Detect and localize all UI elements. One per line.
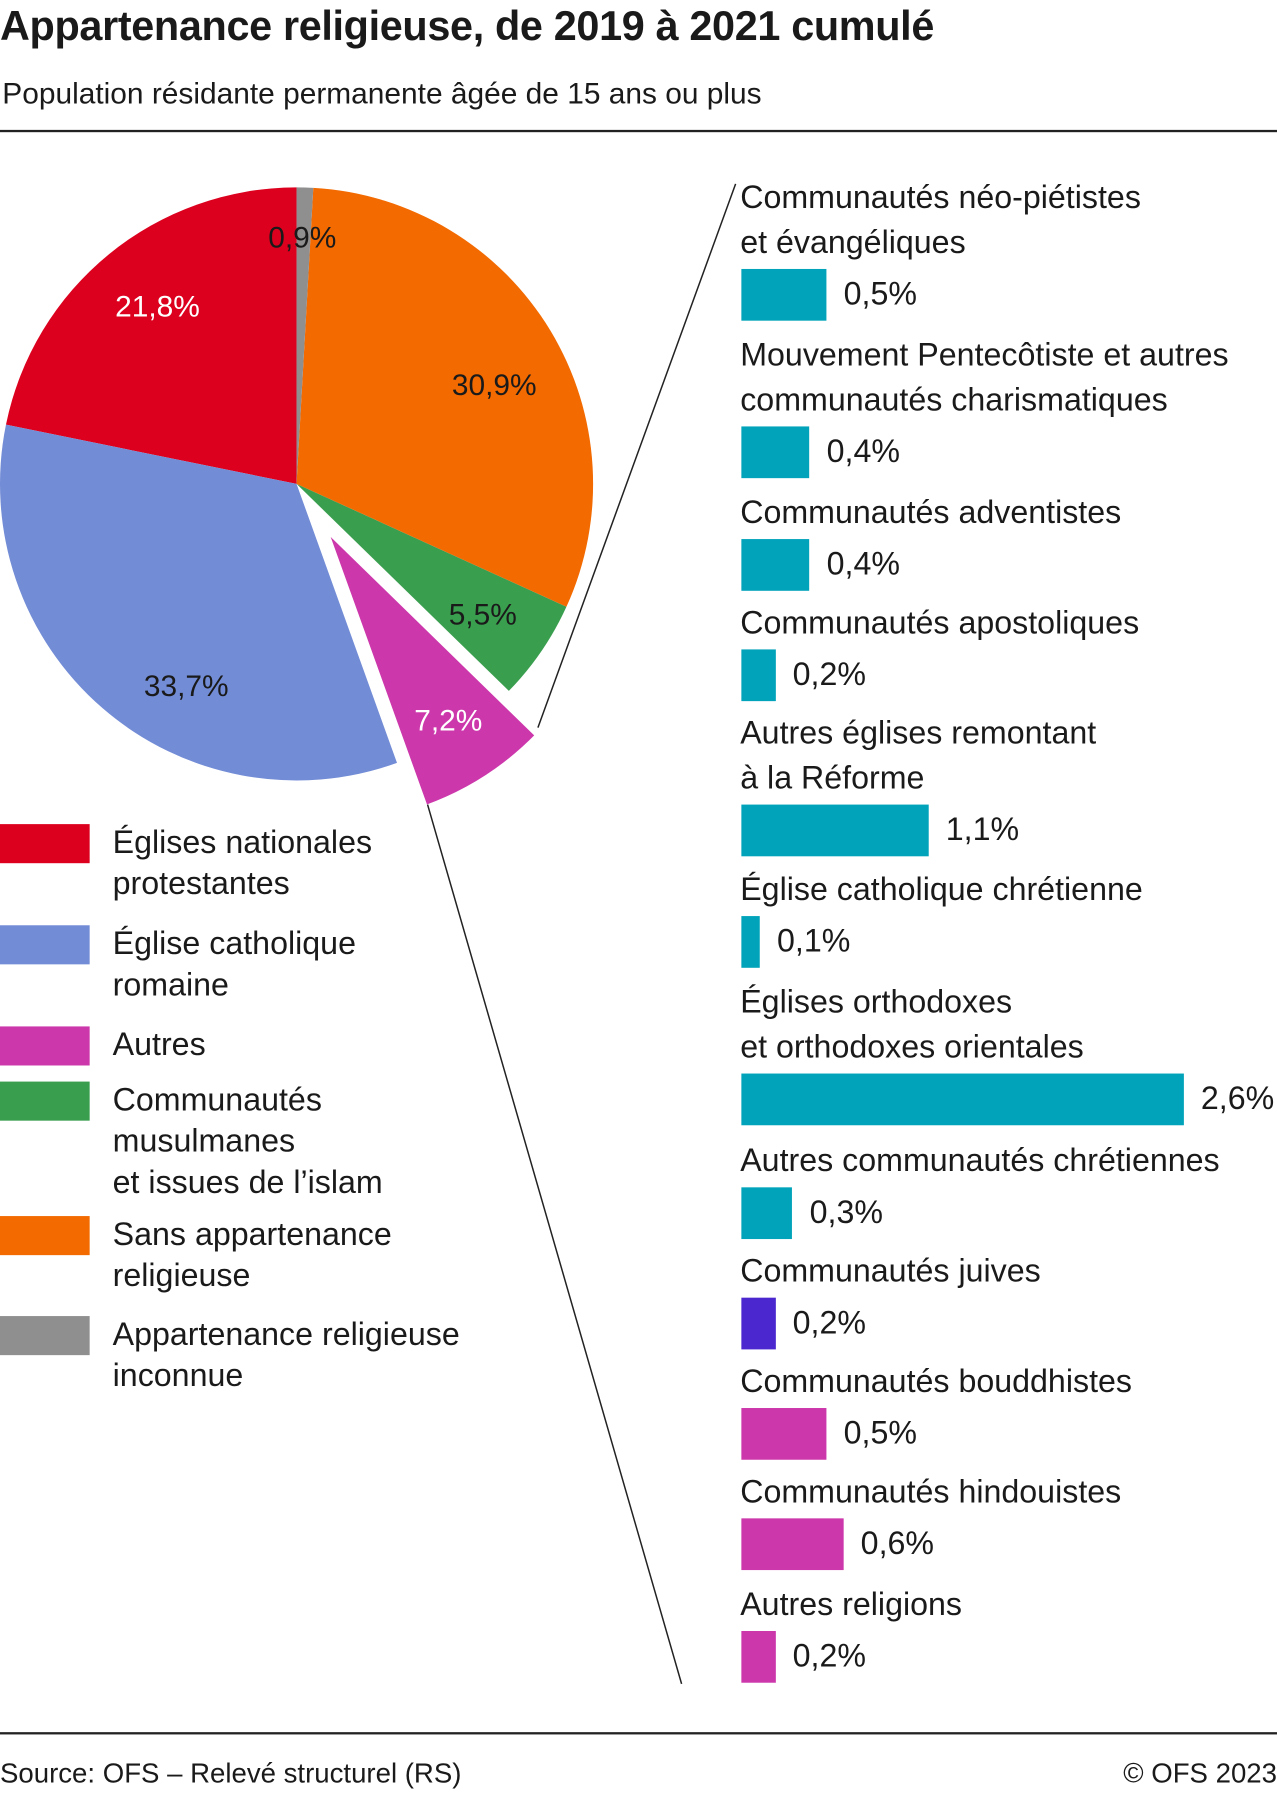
chart-title: Appartenance religieuse, de 2019 à 2021 … [0, 2, 935, 50]
pie-slice-5 [5, 187, 297, 484]
bar [741, 539, 810, 591]
bar-label: Communautés juives [740, 1252, 1041, 1289]
bar-value-label: 0,4% [826, 545, 900, 582]
bar-value-label: 0,2% [792, 1304, 866, 1341]
bar-item: Église catholique chrétienne 0,1% [740, 867, 1143, 968]
bar-item: Mouvement Pentecôtiste et autres communa… [740, 332, 1229, 479]
bar-value-label: 0,5% [843, 275, 918, 312]
bar [741, 1073, 1184, 1126]
bar-item: Communautés juives 0,2% [740, 1248, 1041, 1350]
pie-label-inconnue: 0,9% [268, 220, 337, 255]
pie-chart [0, 183, 737, 1685]
bar-label: Communautés apostoliques [740, 604, 1140, 641]
bar [741, 916, 760, 968]
bar [741, 1297, 776, 1350]
chart-subtitle: Population résidante permanente âgée de … [2, 75, 762, 111]
bar-item: Communautés apostoliques 0,2% [740, 600, 1140, 702]
bar-value-label: 0,5% [843, 1414, 918, 1451]
bar-label: Église catholique chrétienne [740, 871, 1143, 907]
legend-label: Appartenance religieuse inconnue [112, 1316, 460, 1394]
pie-slice-2 [296, 483, 567, 691]
pie-slice-1 [296, 187, 594, 607]
legend-swatch [0, 1316, 90, 1356]
bar-item: Autres églises remontant à la Réforme 1,1… [740, 710, 1097, 857]
pie-label-catholique: 33,7% [143, 668, 229, 703]
legend-label: Communautés musulmanes et issues de l’is… [112, 1081, 383, 1200]
bar-item: Communautés bouddhistes 0,5% [740, 1359, 1132, 1460]
bar-value-label: 2,6% [1200, 1080, 1275, 1117]
top-divider [0, 129, 1277, 133]
bar [741, 1187, 793, 1240]
legend-swatch [0, 1216, 90, 1256]
bar-item: Communautés adventistes 0,4% [740, 490, 1121, 591]
bar-label: Communautés bouddhistes [740, 1363, 1133, 1399]
bar-value-label: 0,2% [792, 1637, 866, 1674]
bar-label: Églises orthodoxes et orthodoxes orienta… [740, 983, 1084, 1065]
bar-item: Églises orthodoxes et orthodoxes orienta… [740, 979, 1274, 1126]
bar-item: Autres communautés chrétiennes 0,3% [740, 1138, 1220, 1240]
bar-value-label: 1,1% [945, 811, 1020, 848]
pie-label-musulmanes: 5,5% [448, 597, 517, 632]
legend-swatch [0, 1026, 90, 1066]
bar-label: Mouvement Pentecôtiste et autres communa… [740, 336, 1229, 418]
bar-item: Communautés néo-piétistes et évangélique… [740, 175, 1141, 321]
bar-label: Communautés hindouistes [740, 1473, 1122, 1510]
bar-value-label: 0,6% [860, 1525, 935, 1561]
bar [741, 268, 827, 321]
pie-label-autres: 7,2% [414, 702, 483, 738]
legend-label: Église catholique romaine [112, 925, 356, 1003]
legend-swatch [0, 925, 90, 965]
source-note: Source: OFS – Relevé structurel (RS) [0, 1758, 462, 1790]
legend-label: Sans appartenance religieuse [112, 1216, 392, 1294]
pie-label-sans: 30,9% [451, 367, 537, 402]
bar-value-label: 0,2% [792, 656, 866, 692]
bar [741, 649, 776, 702]
bar-label: Autres religions [740, 1586, 963, 1622]
connector-line-top [537, 183, 737, 728]
bar-label: Autres communautés chrétiennes [740, 1142, 1220, 1179]
bar [741, 1518, 844, 1571]
connector-line-bottom [426, 804, 683, 1685]
bar [741, 1630, 776, 1683]
bar-label: Communautés adventistes [740, 494, 1122, 530]
bar-item: Communautés hindouistes 0,6% [740, 1469, 1122, 1571]
pie-slice-3 [322, 526, 541, 811]
bar-label: Communautés néo-piétistes et évangélique… [740, 179, 1141, 260]
copyright: © OFS 2023 [1123, 1758, 1277, 1790]
pie-slice-4 [0, 424, 397, 781]
legend-label: Églises nationales protestantes [112, 824, 373, 902]
bar [741, 426, 810, 479]
legend-label: Autres [112, 1026, 206, 1063]
pie-label-protestantes: 21,8% [115, 289, 200, 324]
bar-value-label: 0,3% [809, 1194, 883, 1230]
legend-swatch [0, 1081, 90, 1121]
bottom-divider [0, 1732, 1277, 1735]
bar-item: Autres religions 0,2% [740, 1582, 962, 1683]
bar-value-label: 0,1% [776, 922, 851, 959]
bar [741, 804, 929, 857]
bar-value-label: 0,4% [826, 433, 900, 469]
bar [741, 1408, 827, 1460]
pie-slice-0 [296, 187, 314, 484]
legend-swatch [0, 824, 90, 864]
bar-label: Autres églises remontant à la Réforme [740, 714, 1097, 796]
